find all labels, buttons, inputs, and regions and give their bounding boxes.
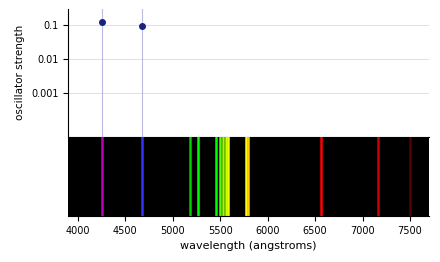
Y-axis label: oscillator strength: oscillator strength	[15, 25, 26, 121]
X-axis label: wavelength (angstroms): wavelength (angstroms)	[180, 241, 317, 252]
